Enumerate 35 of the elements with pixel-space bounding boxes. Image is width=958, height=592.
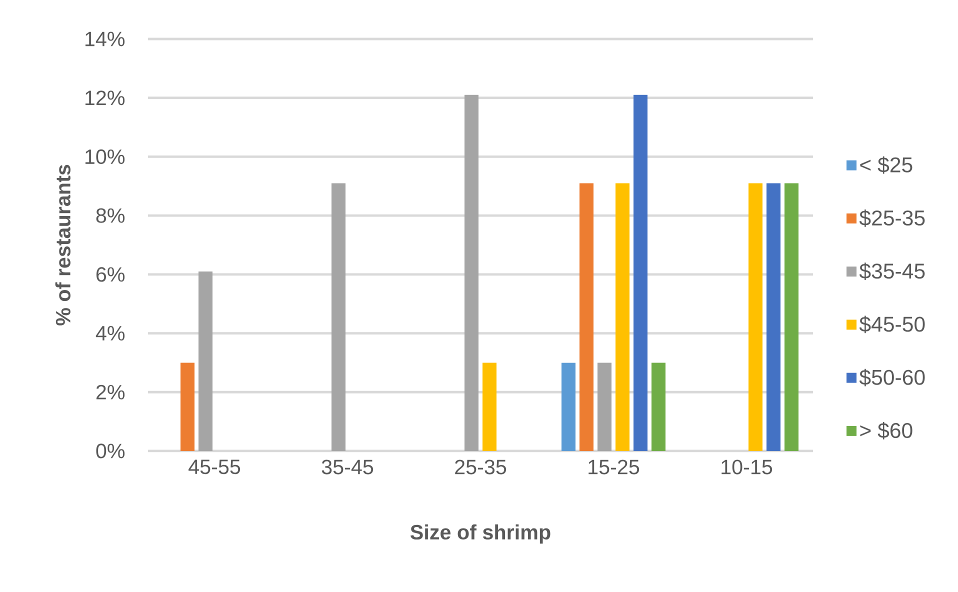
bar	[652, 362, 666, 451]
bar	[748, 183, 762, 451]
legend-label: $50-60	[859, 368, 925, 386]
bar	[482, 362, 497, 451]
bar	[616, 183, 630, 451]
x-tick-label: 45-55	[188, 460, 240, 474]
bar	[634, 94, 648, 451]
y-tick-label: 12%	[86, 90, 125, 106]
bar	[464, 94, 479, 451]
bar	[198, 271, 213, 451]
bar	[766, 183, 780, 451]
y-tick-label: 14%	[86, 32, 125, 46]
bar	[784, 183, 798, 451]
bar	[580, 183, 594, 451]
legend-label: $45-50	[859, 316, 925, 334]
legend-label: < $25	[860, 156, 912, 174]
bar	[180, 362, 195, 451]
x-axis-title: Size of shrimp	[410, 524, 550, 544]
legend-label: > $60	[860, 422, 912, 440]
legend-label: $25-35	[859, 210, 925, 227]
x-tick-label: 10-15	[722, 460, 772, 474]
y-axis-title: % of restaurants	[55, 164, 70, 326]
legend-label: $35-45	[859, 262, 925, 280]
bar	[332, 183, 346, 451]
bar	[562, 362, 576, 451]
y-tick-label: 8%	[96, 208, 125, 223]
y-tick-label: 0%	[96, 444, 125, 458]
y-tick-label: 10%	[86, 149, 125, 164]
bar	[597, 362, 612, 451]
x-tick-label: 25-35	[455, 460, 506, 474]
x-tick-label: 15-25	[588, 460, 640, 474]
x-tick-label: 35-45	[322, 460, 374, 474]
y-tick-label: 2%	[96, 384, 125, 400]
y-tick-label: 6%	[96, 267, 125, 282]
y-tick-label: 4%	[96, 326, 125, 341]
